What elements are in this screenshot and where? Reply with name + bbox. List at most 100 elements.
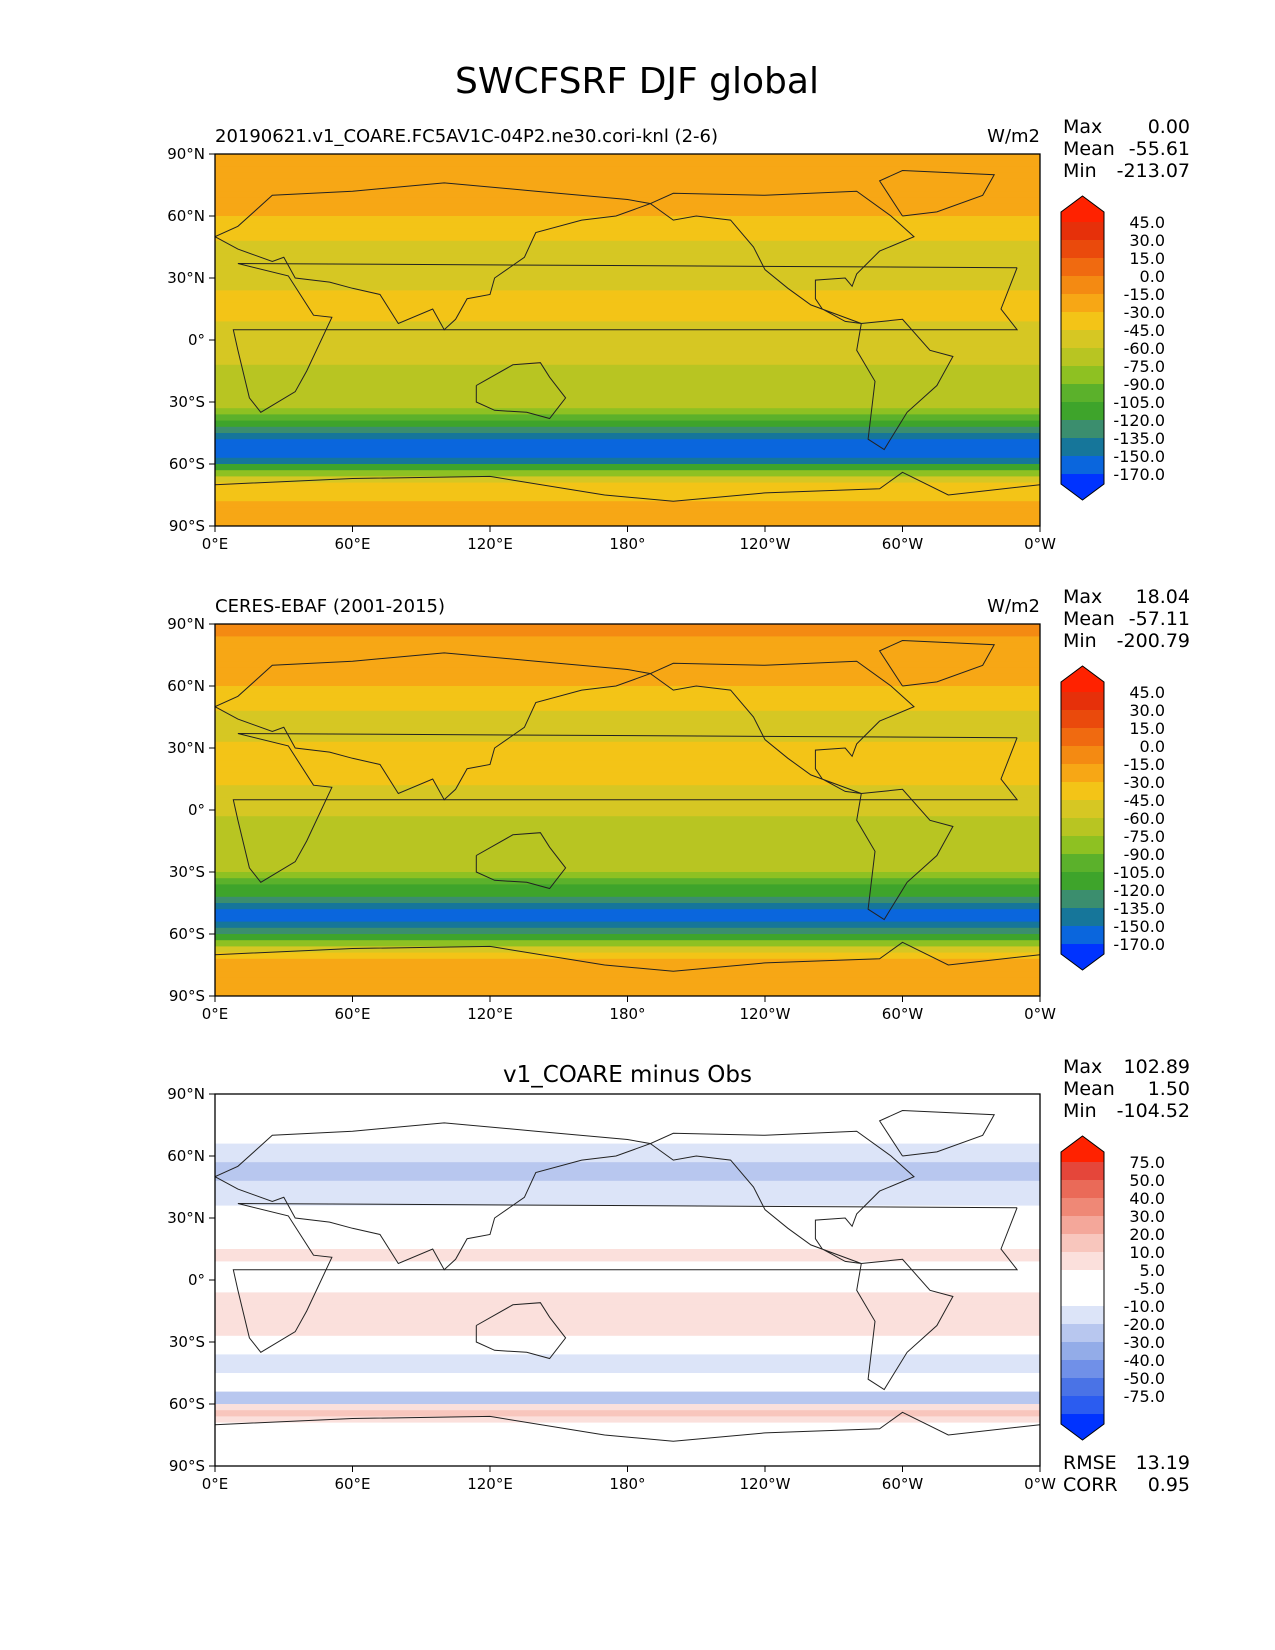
map-band	[215, 686, 1040, 693]
colorbar-label: -170.0	[1113, 935, 1165, 954]
map-band	[215, 1118, 1040, 1126]
map-band	[215, 160, 1040, 167]
map-band	[215, 648, 1040, 656]
colorbar-label: -105.0	[1113, 393, 1165, 412]
map-band	[215, 340, 1040, 347]
x-tick-label: 120°W	[740, 1005, 791, 1023]
x-tick-label: 180°	[609, 1475, 645, 1493]
map-band	[215, 772, 1040, 780]
coastline	[475, 1302, 567, 1360]
map-band	[215, 803, 1040, 811]
stat-label-min: Min	[1063, 160, 1097, 182]
map-band	[215, 1453, 1040, 1461]
map-band	[215, 1280, 1040, 1287]
colorbar-swatch	[1061, 710, 1104, 729]
colorbar-label: -105.0	[1113, 863, 1165, 882]
map-band	[215, 673, 1040, 681]
x-tick-label: 0°E	[202, 535, 229, 553]
map-band	[215, 1100, 1040, 1107]
map-band	[215, 178, 1040, 186]
map-band	[215, 1106, 1040, 1114]
colorbar-swatch	[1061, 872, 1104, 891]
map-band	[215, 383, 1040, 391]
map-band	[215, 1199, 1040, 1207]
map-band	[215, 1391, 1040, 1399]
map-band	[215, 265, 1040, 273]
y-tick-label: 90°N	[167, 145, 205, 163]
y-tick-label: 90°S	[169, 1457, 205, 1475]
stat-value-max: 102.89	[1124, 1056, 1190, 1078]
colorbar-outline	[1060, 195, 1105, 501]
map-band	[215, 748, 1040, 755]
map-band	[215, 364, 1040, 372]
x-tick-label: 0°W	[1024, 1475, 1056, 1493]
coastline	[650, 190, 915, 324]
map-band	[215, 1261, 1040, 1269]
map-band	[215, 240, 1040, 248]
colorbar-label: 15.0	[1129, 719, 1165, 738]
map-band	[215, 872, 1040, 879]
stat-value-mean: -57.11	[1129, 608, 1190, 630]
stat-label-mean: Mean	[1063, 138, 1115, 160]
map-band	[215, 884, 1040, 892]
map-band	[215, 1441, 1040, 1448]
map-band	[215, 1137, 1040, 1145]
colorbar-label: -50.0	[1124, 1369, 1165, 1388]
colorbar-swatch	[1061, 908, 1104, 927]
map-band	[215, 457, 1040, 465]
colorbar-swatch	[1061, 1342, 1104, 1361]
y-tick-label: 90°N	[167, 615, 205, 633]
colorbar-label: -90.0	[1124, 375, 1165, 394]
y-tick-label: 60°S	[169, 1395, 205, 1413]
map-band	[215, 717, 1040, 724]
units-label: W/m2	[987, 596, 1040, 617]
colorbar: 75.050.040.030.020.010.05.0-5.0-10.0-20.…	[1060, 1135, 1165, 1441]
coastline	[475, 832, 567, 890]
stat-value-max: 18.04	[1136, 586, 1190, 608]
stat-label-rmse: RMSE	[1063, 1452, 1117, 1474]
colorbar-label: 0.0	[1140, 737, 1165, 756]
map-band	[215, 1149, 1040, 1157]
map-band	[215, 488, 1040, 496]
map-band	[215, 630, 1040, 637]
map-band	[215, 1230, 1040, 1238]
colorbar-swatch	[1061, 1162, 1104, 1181]
map-band	[215, 216, 1040, 223]
map-band	[215, 402, 1040, 409]
colorbar-outline	[1060, 1135, 1105, 1441]
map-band	[215, 828, 1040, 836]
y-tick-label: 30°N	[167, 1209, 205, 1227]
colorbar-swatch	[1061, 1198, 1104, 1217]
coastline	[232, 733, 1019, 883]
colorbar-swatch	[1061, 890, 1104, 909]
stat-label-mean: Mean	[1063, 608, 1115, 630]
y-tick-label: 30°N	[167, 739, 205, 757]
colorbar-swatch	[1061, 1414, 1104, 1440]
map-band	[215, 723, 1040, 730]
colorbar-swatch	[1061, 456, 1104, 475]
colorbar-label: -30.0	[1124, 773, 1165, 792]
map-band	[215, 309, 1040, 316]
map-band	[215, 377, 1040, 384]
map-band	[215, 470, 1040, 477]
map-band	[215, 1329, 1040, 1337]
stat-value-mean: -55.61	[1129, 138, 1190, 160]
map-band	[215, 977, 1040, 985]
colorbar-label: -150.0	[1113, 917, 1165, 936]
map-band	[215, 1335, 1040, 1343]
map-band	[215, 989, 1040, 996]
coastline	[856, 1258, 954, 1391]
map-band	[215, 222, 1040, 229]
map-band	[215, 810, 1040, 817]
map-band	[215, 1447, 1040, 1455]
map-band	[215, 642, 1040, 650]
stat-value-min: -104.52	[1117, 1100, 1190, 1122]
map-band	[215, 952, 1040, 960]
x-tick-label: 120°E	[467, 1475, 513, 1493]
colorbar-label: 50.0	[1129, 1171, 1165, 1190]
map-field	[215, 624, 1040, 996]
x-tick-label: 180°	[609, 535, 645, 553]
map-band	[215, 1236, 1040, 1244]
map-band	[215, 1435, 1040, 1442]
colorbar-label: -45.0	[1124, 791, 1165, 810]
